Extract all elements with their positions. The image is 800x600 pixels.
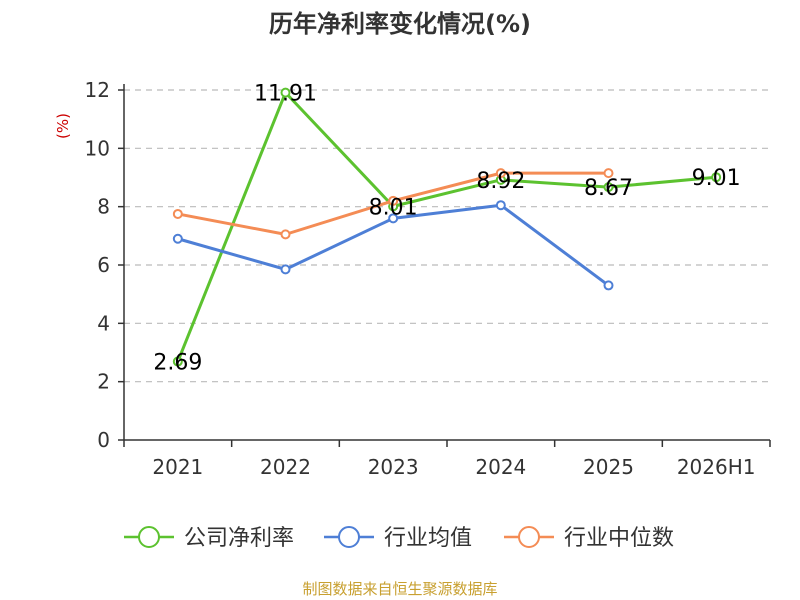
legend[interactable]: 公司净利率 行业均值 行业中位数: [124, 526, 674, 551]
data-point[interactable]: [280, 87, 291, 98]
data-point[interactable]: [603, 168, 614, 179]
legend-marker: [138, 526, 160, 548]
x-tick-label: 2024: [475, 455, 526, 479]
y-tick-label: 12: [85, 78, 110, 102]
data-label: 11.91: [254, 82, 317, 107]
data-point[interactable]: [495, 168, 506, 179]
legend-item-0[interactable]: 公司净利率: [124, 526, 294, 551]
y-tick-label: 2: [97, 370, 110, 394]
y-tick-label: 8: [97, 195, 110, 219]
data-point[interactable]: [711, 172, 722, 183]
legend-label: 行业中位数: [564, 526, 674, 551]
legend-item-1[interactable]: 行业均值: [324, 526, 472, 551]
x-tick-label: 2025: [583, 455, 634, 479]
data-label: 8.67: [584, 176, 633, 201]
chart-title: 历年净利率变化情况(%): [269, 10, 531, 38]
data-label: 8.92: [476, 169, 525, 194]
x-tick-label: 2026H1: [677, 455, 756, 479]
data-point[interactable]: [172, 233, 183, 244]
axes: 0 2 4 6 8 10 12 2021 2022 2023 2024 2025 2026H1: [85, 78, 771, 479]
legend-label: 公司净利率: [184, 526, 294, 551]
data-label: 9.01: [692, 166, 741, 191]
series-1: [172, 200, 614, 291]
data-point[interactable]: [603, 182, 614, 193]
data-point[interactable]: [603, 280, 614, 291]
grid-lines: [124, 89, 770, 383]
legend-item-2[interactable]: 行业中位数: [504, 526, 674, 551]
y-axis-unit: (%): [54, 113, 72, 139]
series-2: [172, 168, 614, 240]
y-tick-label: 6: [97, 253, 110, 277]
legend-label: 行业均值: [384, 526, 472, 551]
data-label: 2.69: [153, 351, 202, 376]
data-point[interactable]: [388, 213, 399, 224]
x-tick-label: 2021: [152, 455, 203, 479]
data-label: 8.01: [369, 195, 418, 220]
series-lines: [172, 87, 722, 367]
data-point[interactable]: [172, 208, 183, 219]
legend-marker: [338, 526, 360, 548]
series-line: [176, 91, 717, 363]
x-tick-label: 2022: [260, 455, 311, 479]
x-tick-label: 2023: [368, 455, 419, 479]
data-point[interactable]: [172, 356, 183, 367]
series-0: [172, 87, 722, 367]
data-labels: 2.69 11.91 8.01 8.92 8.67 9.01: [153, 82, 740, 376]
data-point[interactable]: [280, 264, 291, 275]
legend-marker: [518, 526, 540, 548]
y-tick-label: 0: [97, 428, 110, 452]
data-point[interactable]: [280, 229, 291, 240]
y-tick-label: 4: [97, 311, 110, 335]
data-point[interactable]: [495, 200, 506, 211]
data-point[interactable]: [388, 195, 399, 206]
y-tick-label: 10: [85, 136, 110, 160]
source-note: 制图数据来自恒生聚源数据库: [302, 580, 497, 598]
